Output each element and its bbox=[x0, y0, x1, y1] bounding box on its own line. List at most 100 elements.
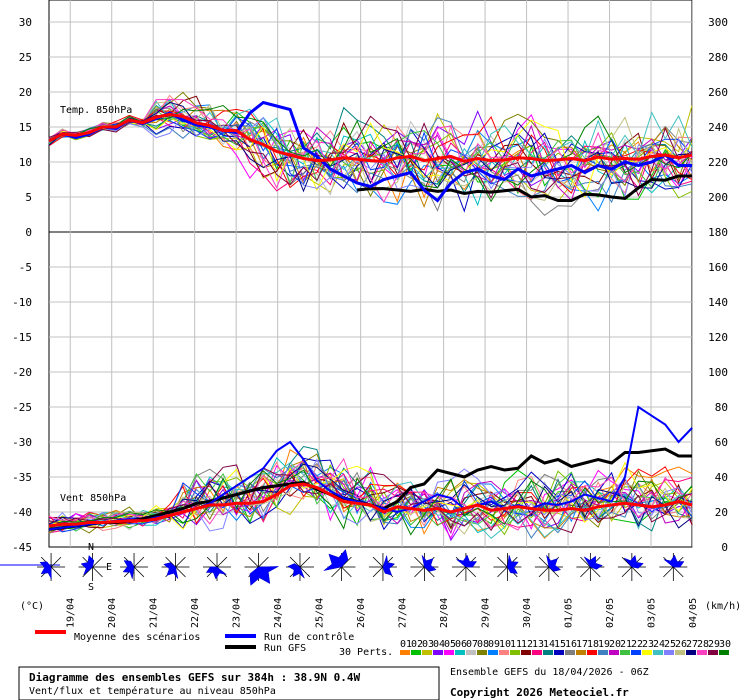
wind-rose-spoke bbox=[133, 556, 145, 568]
wind-rose-spoke bbox=[580, 556, 591, 568]
pert-color-swatch bbox=[653, 650, 663, 655]
wind-rose bbox=[244, 553, 279, 586]
wind-perturbation-line bbox=[48, 453, 693, 534]
right-tick-label: 220 bbox=[708, 156, 728, 169]
pert-number-label: 27 bbox=[686, 639, 698, 650]
left-tick-label: -30 bbox=[12, 436, 32, 449]
wind-panel-label: Vent 850hPa bbox=[60, 493, 126, 504]
pert-number-label: 01 bbox=[400, 639, 412, 650]
wind-rose-spoke bbox=[92, 556, 103, 568]
x-axis-date-label: 21/04 bbox=[149, 598, 160, 628]
x-axis-date-label: 23/04 bbox=[232, 598, 243, 628]
pert-number-label: 12 bbox=[521, 639, 533, 650]
perturbation-legend: 0102030405060708091011121314151617181920… bbox=[400, 639, 731, 655]
pert-color-swatch bbox=[686, 650, 696, 655]
wind-rose bbox=[161, 553, 190, 581]
left-tick-label: -5 bbox=[19, 261, 32, 274]
wind-rose-spoke bbox=[673, 566, 684, 578]
temp-perturbation-line bbox=[48, 100, 693, 201]
pert-number-label: 06 bbox=[455, 639, 467, 650]
right-tick-label: 0 bbox=[721, 541, 728, 554]
left-tick-label: -10 bbox=[12, 296, 32, 309]
wind-rose-spoke bbox=[414, 566, 425, 578]
wind-rose bbox=[203, 553, 232, 581]
wind-rose-spoke bbox=[258, 556, 269, 568]
wind-rose-spoke bbox=[497, 566, 508, 578]
pert-color-swatch bbox=[510, 650, 520, 655]
pert-number-label: 03 bbox=[422, 639, 434, 650]
wind-rose-spoke bbox=[175, 566, 186, 578]
footer-title: Diagramme des ensembles GEFS sur 384h : … bbox=[29, 671, 361, 684]
wind-rose-petal bbox=[382, 555, 396, 576]
legend-perts-label: 30 Perts. bbox=[339, 647, 393, 658]
x-axis-date-label: 04/05 bbox=[688, 598, 699, 628]
right-tick-label: 80 bbox=[715, 401, 728, 414]
pert-color-swatch bbox=[554, 650, 564, 655]
right-tick-label: 260 bbox=[708, 86, 728, 99]
wind-rose-spoke bbox=[621, 566, 633, 578]
x-axis-date-label: 25/04 bbox=[315, 598, 326, 628]
pert-number-label: 25 bbox=[664, 639, 676, 650]
wind-rose-spoke bbox=[465, 566, 477, 578]
wind-rose-spoke bbox=[92, 566, 103, 578]
wind-rose-petal bbox=[205, 566, 227, 580]
pert-number-label: 16 bbox=[565, 639, 577, 650]
wind-rose bbox=[368, 553, 397, 581]
x-axis-date-label: 03/05 bbox=[647, 598, 658, 628]
pert-number-label: 05 bbox=[444, 639, 456, 650]
pert-number-label: 29 bbox=[708, 639, 720, 650]
wind-rose-spoke bbox=[538, 566, 550, 578]
wind-rose-spoke bbox=[538, 556, 550, 568]
pert-number-label: 17 bbox=[576, 639, 588, 650]
right-tick-label: 180 bbox=[708, 226, 728, 239]
right-tick-label: 20 bbox=[715, 506, 728, 519]
pert-number-label: 11 bbox=[510, 639, 522, 650]
left-tick-label: -45 bbox=[12, 541, 32, 554]
pert-number-label: 09 bbox=[488, 639, 500, 650]
wind-rose-spoke bbox=[50, 556, 62, 568]
right-unit-label: (km/h) bbox=[705, 601, 740, 612]
wind-perturbation-line bbox=[48, 457, 693, 534]
pert-color-swatch bbox=[587, 650, 597, 655]
pert-number-label: 21 bbox=[620, 639, 632, 650]
pert-number-label: 14 bbox=[543, 639, 555, 650]
wind-rose-spoke bbox=[216, 556, 228, 568]
wind-rose-spoke bbox=[372, 556, 384, 568]
pert-color-swatch bbox=[576, 650, 586, 655]
pert-number-label: 08 bbox=[477, 639, 489, 650]
left-tick-label: -35 bbox=[12, 471, 32, 484]
pert-color-swatch bbox=[499, 650, 509, 655]
footer-run: Ensemble GEFS du 18/04/2026 - 06Z bbox=[450, 667, 649, 678]
x-axis-date-label: 20/04 bbox=[107, 598, 118, 628]
pert-color-swatch bbox=[708, 650, 718, 655]
wind-rose-petal bbox=[163, 562, 179, 579]
wind-roses bbox=[37, 548, 688, 586]
wind-rose-petal bbox=[122, 560, 135, 579]
pert-color-swatch bbox=[609, 650, 619, 655]
temp-perturbation-line bbox=[48, 106, 693, 194]
wind-perturbation-line bbox=[48, 464, 693, 534]
right-tick-label: 100 bbox=[708, 366, 728, 379]
pert-color-swatch bbox=[400, 650, 410, 655]
wind-rose-spoke bbox=[331, 566, 342, 578]
wind-rose-letter-n: N bbox=[88, 542, 94, 553]
x-axis-date-label: 01/05 bbox=[564, 598, 575, 628]
wind-rose-spoke bbox=[289, 556, 301, 568]
wind-rose bbox=[410, 553, 439, 581]
wind-rose-petal bbox=[546, 555, 562, 572]
x-axis-date-label: 29/04 bbox=[481, 598, 492, 628]
pert-number-label: 23 bbox=[642, 639, 654, 650]
wind-rose-spoke bbox=[631, 566, 643, 578]
pert-number-label: 13 bbox=[532, 639, 544, 650]
wind-rose-spoke bbox=[248, 556, 259, 568]
wind-rose bbox=[120, 553, 149, 581]
left-tick-label: 10 bbox=[19, 156, 32, 169]
wind-rose-petal bbox=[623, 554, 644, 569]
grid-lines bbox=[49, 0, 693, 547]
pert-number-label: 10 bbox=[499, 639, 511, 650]
right-tick-label: 120 bbox=[708, 331, 728, 344]
pert-color-swatch bbox=[532, 650, 542, 655]
wind-rose-spoke bbox=[341, 566, 352, 578]
wind-rose-petal bbox=[583, 555, 603, 570]
